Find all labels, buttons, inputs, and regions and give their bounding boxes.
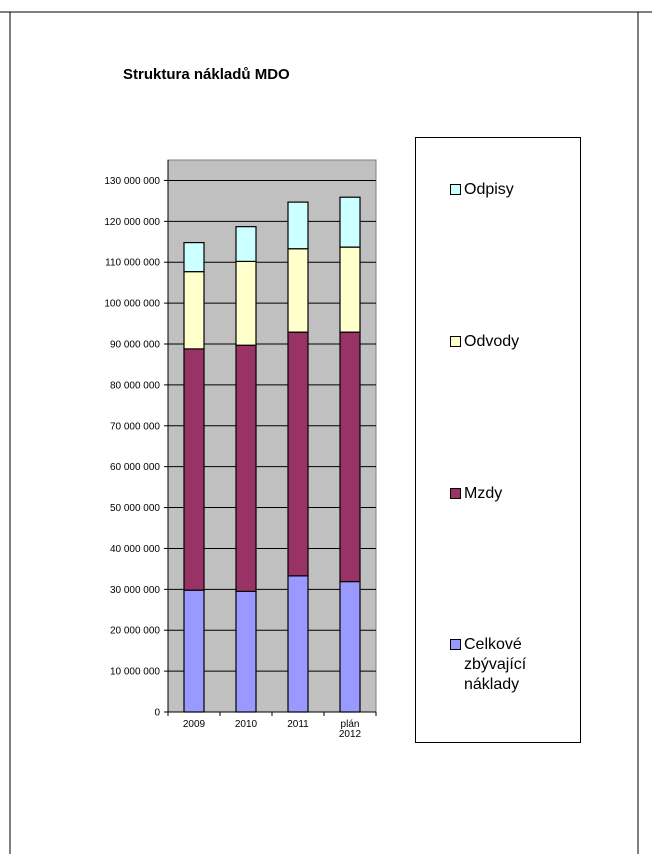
y-tick-label: 90 000 000 bbox=[110, 340, 160, 351]
bar-segment bbox=[287, 575, 309, 713]
legend-label: Mzdy bbox=[464, 485, 503, 502]
legend-swatch bbox=[450, 336, 461, 347]
y-tick-label: 110 000 000 bbox=[105, 258, 160, 269]
bar-segment bbox=[183, 589, 205, 713]
bar-segment bbox=[183, 348, 205, 591]
bar-segment bbox=[287, 248, 309, 333]
y-tick-label: 120 000 000 bbox=[104, 217, 160, 228]
y-tick-label: 130 000 000 bbox=[104, 176, 160, 187]
legend-label: Odpisy bbox=[464, 181, 514, 198]
bar-segment bbox=[235, 344, 257, 592]
bar-segment bbox=[287, 331, 309, 577]
bar-segment bbox=[235, 260, 257, 346]
x-tick-label: plán bbox=[341, 719, 360, 730]
y-tick-label: 20 000 000 bbox=[110, 626, 160, 637]
chart-title: Struktura nákladů MDO bbox=[123, 66, 290, 83]
x-tick-label: 2012 bbox=[339, 729, 362, 740]
legend-swatch bbox=[450, 488, 461, 499]
plot-area: 0 10 000 000 20 000 000 30 000 000 40 000 00… bbox=[104, 159, 377, 740]
y-tick-label: 60 000 000 bbox=[110, 462, 160, 473]
x-tick-label: 2011 bbox=[287, 719, 309, 730]
y-tick-label: 0 bbox=[154, 708, 160, 719]
x-tick-label: 2009 bbox=[183, 719, 206, 730]
bar-segment bbox=[339, 196, 361, 248]
bar-segment bbox=[183, 271, 205, 350]
y-tick-label: 10 000 000 bbox=[110, 667, 160, 678]
legend: Odpisy Odvody Mzdy Celkové zbývající náklad… bbox=[415, 137, 581, 743]
bar-segment bbox=[287, 201, 309, 250]
bar-segment bbox=[235, 226, 257, 263]
y-tick-label: 30 000 000 bbox=[110, 585, 160, 596]
y-tick-label: 80 000 000 bbox=[110, 380, 160, 391]
bar-segment bbox=[339, 580, 361, 713]
bar-segment bbox=[235, 590, 257, 713]
legend-label: Celkové zbývající náklady bbox=[464, 636, 527, 693]
y-tick-label: 100 000 000 bbox=[104, 299, 160, 310]
legend-swatch bbox=[450, 184, 461, 195]
y-tick-label: 70 000 000 bbox=[110, 421, 160, 432]
bar-segment bbox=[339, 246, 361, 333]
bar-segment bbox=[183, 241, 205, 273]
legend-swatch bbox=[450, 639, 461, 650]
bar-segment bbox=[339, 331, 361, 583]
y-tick-label: 40 000 000 bbox=[110, 544, 160, 555]
y-tick-label: 50 000 000 bbox=[110, 503, 160, 514]
legend-label: Odvody bbox=[464, 333, 520, 350]
x-tick-label: 2010 bbox=[235, 719, 258, 730]
